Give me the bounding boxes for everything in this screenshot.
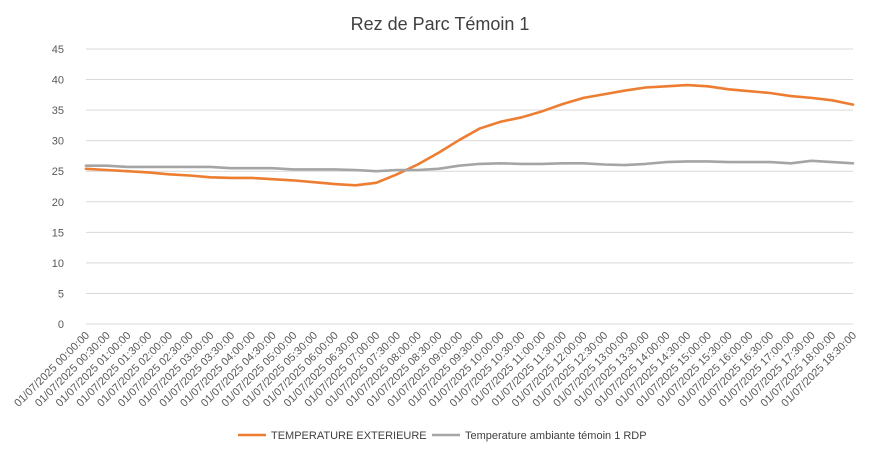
y-tick-label: 0 [58, 319, 64, 331]
y-tick-label: 35 [52, 105, 64, 117]
series-line-1 [84, 159, 855, 173]
legend: TEMPERATURE EXTERIEURE Temperature ambian… [238, 430, 647, 442]
series-line-0 [84, 83, 855, 187]
y-tick-label: 45 [52, 44, 64, 56]
y-tick-label: 5 [58, 288, 64, 300]
gridlines [86, 48, 853, 325]
legend-label-1: Temperature ambiante témoin 1 RDP [465, 430, 647, 442]
series-lines [84, 83, 855, 187]
legend-label-0: TEMPERATURE EXTERIEURE [271, 430, 427, 442]
chart-title: Rez de Parc Témoin 1 [351, 14, 530, 34]
y-tick-label: 25 [52, 166, 64, 178]
y-tick-label: 40 [52, 75, 64, 87]
y-tick-label: 30 [52, 136, 64, 148]
y-tick-label: 15 [52, 227, 64, 239]
y-tick-label: 20 [52, 197, 64, 209]
y-tick-label: 10 [52, 258, 64, 270]
y-axis-ticks: 0 5 10 15 20 25 30 35 40 45 [52, 44, 64, 331]
